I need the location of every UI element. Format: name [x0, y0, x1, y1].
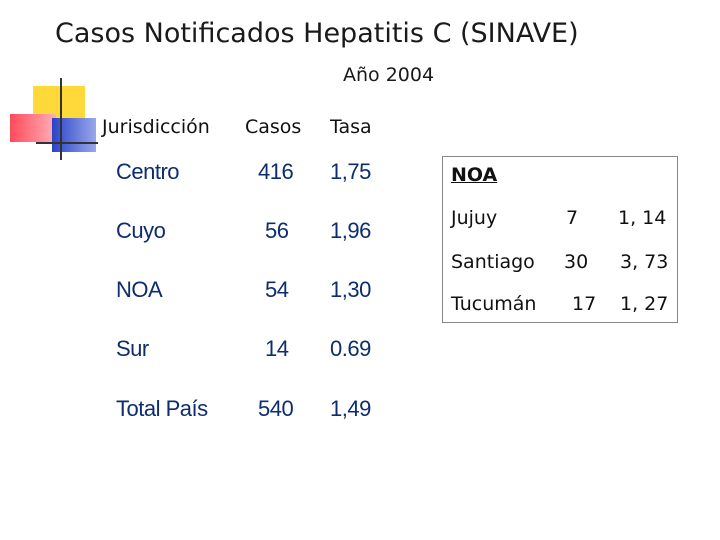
cell-jurisdiccion: Sur — [116, 336, 149, 361]
cell-jurisdiccion: Cuyo — [116, 218, 166, 243]
header-jurisdiccion: Jurisdicción — [102, 116, 210, 138]
cell-casos: 54 — [265, 277, 289, 302]
noa-province: Jujuy — [451, 207, 498, 229]
cell-tasa: 1,49 — [330, 396, 371, 421]
logo-vertical-line — [60, 78, 62, 160]
cell-jurisdiccion: Total País — [116, 396, 208, 421]
noa-province: Santiago — [451, 251, 535, 273]
cell-casos: 540 — [258, 396, 294, 421]
noa-breakdown-box — [442, 156, 678, 323]
header-tasa: Tasa — [330, 116, 372, 138]
cell-casos: 56 — [265, 218, 289, 243]
logo-horizontal-line — [36, 142, 98, 144]
noa-tasa: 1, 27 — [620, 293, 669, 315]
noa-casos: 7 — [566, 207, 579, 229]
page-subtitle: Año 2004 — [343, 64, 435, 86]
noa-casos: 17 — [572, 293, 597, 315]
cell-tasa: 1,30 — [330, 277, 371, 302]
cell-casos: 14 — [265, 336, 289, 361]
logo-red-square — [10, 114, 56, 142]
cell-casos: 416 — [258, 159, 294, 184]
cell-tasa: 0.69 — [330, 336, 371, 361]
noa-province: Tucumán — [451, 293, 537, 315]
cell-tasa: 1,75 — [330, 159, 371, 184]
cell-tasa: 1,96 — [330, 218, 371, 243]
noa-tasa: 1, 14 — [618, 207, 667, 229]
cell-jurisdiccion: Centro — [116, 159, 180, 184]
cell-jurisdiccion: NOA — [116, 277, 163, 302]
logo-blue-square — [52, 118, 96, 152]
page-title: Casos Notificados Hepatitis C (SINAVE) — [55, 18, 579, 49]
noa-tasa: 3, 73 — [620, 251, 669, 273]
header-casos: Casos — [245, 116, 302, 138]
noa-casos: 30 — [564, 251, 589, 273]
noa-title: NOA — [451, 164, 498, 186]
decorative-logo — [0, 0, 110, 170]
